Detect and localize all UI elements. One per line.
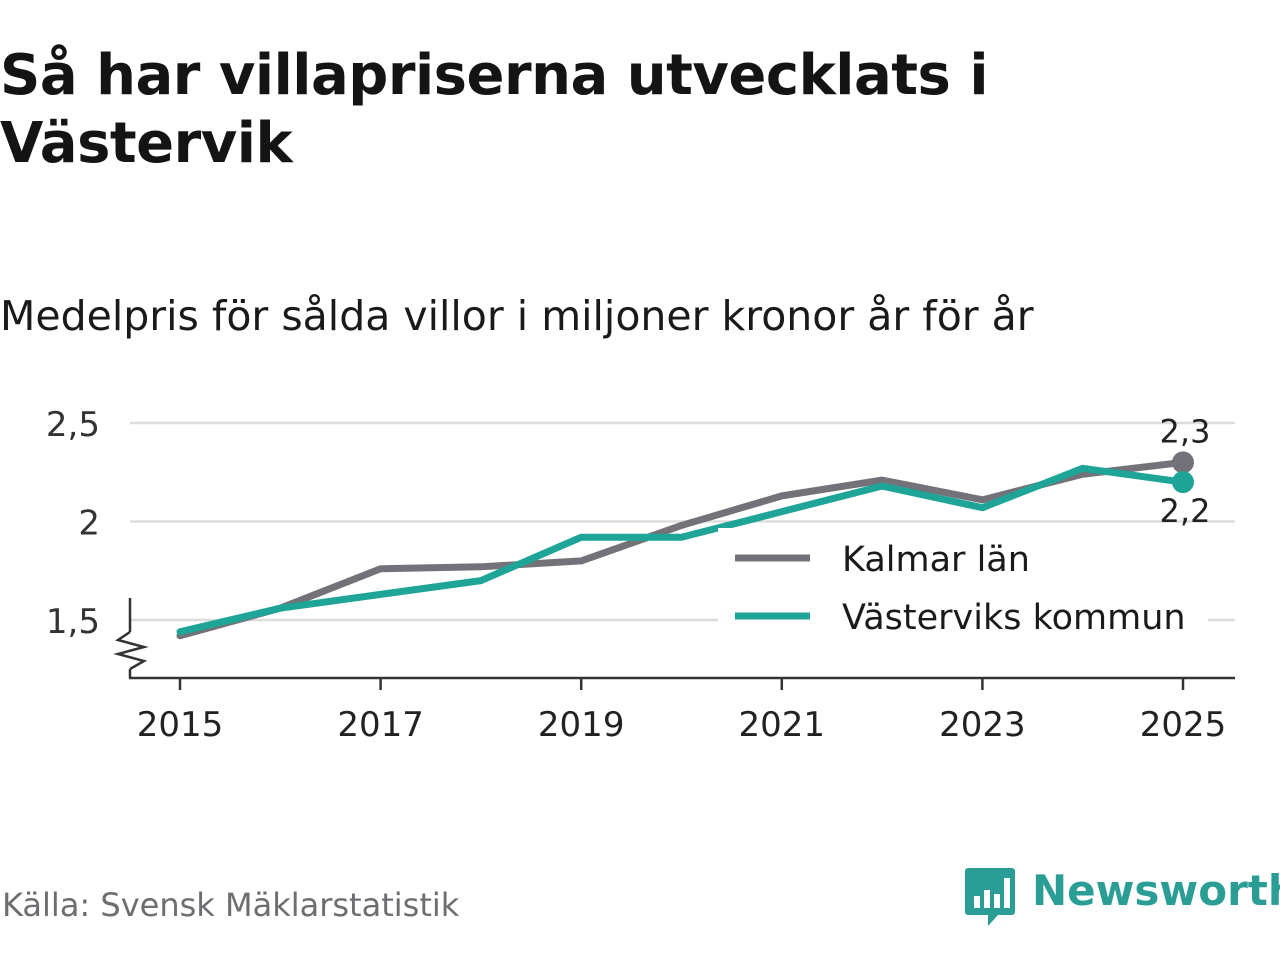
- end-value-label: 2,3: [1160, 412, 1211, 450]
- end-point: [1172, 471, 1194, 494]
- legend-label: Kalmar län: [842, 540, 1030, 580]
- y-tick-label: 1,5: [46, 602, 100, 642]
- y-tick-label: 2: [78, 504, 100, 544]
- source-note: Källa: Svensk Mäklarstatistik: [2, 886, 460, 924]
- legend-label: Västerviks kommun: [842, 598, 1186, 638]
- chart-subtitle: Medelpris för sålda villor i miljoner kr…: [0, 292, 1034, 340]
- brand-name: Newsworthy: [1032, 866, 1280, 915]
- end-point: [1172, 451, 1194, 474]
- axis-break-icon: [113, 630, 149, 671]
- line-chart: 1,5 2 2,5 2015 2017 2019 2021 2023 2025 Kalmar l…: [46, 405, 1235, 745]
- chart-title: Så har villapriserna utvecklats i Väster…: [0, 43, 989, 176]
- x-tick-label: 2021: [739, 705, 826, 745]
- end-value-label: 2,2: [1160, 492, 1211, 530]
- newsworthy-logo-icon: [965, 868, 1015, 926]
- x-tick-label: 2017: [337, 705, 424, 745]
- x-tick-label: 2025: [1140, 705, 1227, 745]
- brand[interactable]: Newsworthy: [964, 866, 1280, 930]
- x-tick-label: 2023: [939, 705, 1026, 745]
- x-tick-label: 2019: [538, 705, 625, 745]
- series-line: [176, 464, 1187, 636]
- x-tick-label: 2015: [137, 705, 224, 745]
- y-tick-label: 2,5: [46, 405, 100, 445]
